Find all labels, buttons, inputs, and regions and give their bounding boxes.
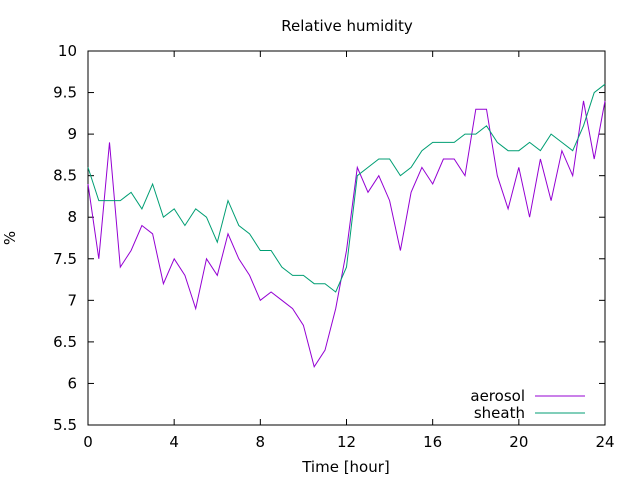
series-line-sheath	[87, 83, 606, 293]
x-tick-label: 12	[337, 433, 356, 451]
chart-title: Relative humidity	[281, 17, 413, 35]
y-tick-label: 7	[67, 291, 77, 309]
axis-ticks: 0 4 8 12 16 20 24 5.5 6 6.5 7 7.5 8 8.5 9 9.5 10	[53, 42, 614, 451]
y-tick-label: 8.5	[53, 167, 77, 185]
x-tick-label: 8	[256, 433, 266, 451]
y-tick-label: 6	[67, 374, 77, 392]
y-tick-label: 6.5	[53, 333, 77, 351]
series-lines	[87, 83, 606, 369]
y-tick-label: 8	[67, 208, 77, 226]
x-axis-label: Time [hour]	[301, 458, 390, 476]
x-tick-label: 16	[423, 433, 442, 451]
series-line-aerosol	[87, 100, 606, 369]
plot-frame	[87, 50, 606, 426]
y-tick-label: 7.5	[53, 250, 77, 268]
x-tick-label: 4	[169, 433, 179, 451]
y-axis-label: %	[1, 231, 19, 245]
y-tick-label: 5.5	[53, 416, 77, 434]
y-tick-label: 9	[67, 125, 77, 143]
x-tick-label: 24	[595, 433, 614, 451]
y-tick-label: 10	[58, 42, 77, 60]
x-tick-label: 0	[83, 433, 93, 451]
x-tick-label: 20	[509, 433, 528, 451]
legend-label-aerosol: aerosol	[470, 387, 525, 405]
legend-label-sheath: sheath	[474, 404, 525, 422]
y-tick-label: 9.5	[53, 84, 77, 102]
